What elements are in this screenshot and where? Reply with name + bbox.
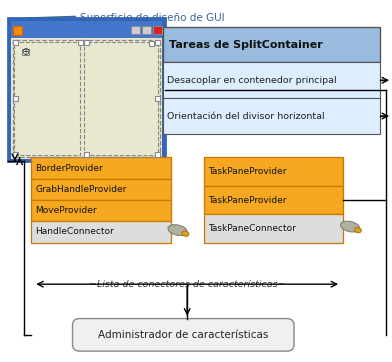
Text: HandleConnector: HandleConnector (35, 227, 114, 236)
Text: TaskPaneConnector: TaskPaneConnector (208, 224, 296, 233)
FancyBboxPatch shape (73, 319, 294, 351)
Text: Tareas de SplitContainer: Tareas de SplitContainer (169, 40, 322, 50)
Text: Superficie de diseño de GUI: Superficie de diseño de GUI (80, 13, 225, 24)
Bar (78, 40, 83, 45)
Bar (22, 49, 29, 55)
Bar (155, 96, 160, 101)
Bar (31, 179, 171, 200)
Text: GrabHandleProvider: GrabHandleProvider (35, 185, 127, 194)
Bar (84, 42, 158, 155)
Bar (13, 40, 160, 157)
Bar (155, 152, 160, 157)
Text: ⊕: ⊕ (22, 47, 29, 57)
Text: TaskPaneProvider: TaskPaneProvider (208, 167, 286, 176)
Bar (13, 40, 18, 45)
Bar (204, 214, 343, 243)
Bar (13, 96, 18, 101)
Ellipse shape (168, 225, 187, 236)
Bar (149, 41, 154, 46)
Bar (8, 18, 165, 161)
Bar (131, 26, 140, 34)
Bar (14, 42, 80, 155)
Bar (11, 38, 162, 159)
Bar (155, 40, 160, 45)
Bar (31, 221, 171, 243)
Bar (153, 26, 162, 34)
Bar (31, 200, 171, 221)
Bar (163, 62, 380, 98)
Bar (11, 21, 162, 38)
Ellipse shape (341, 221, 359, 232)
Bar (83, 152, 89, 157)
Bar (13, 26, 22, 35)
Bar (163, 98, 380, 134)
Text: BorderProvider: BorderProvider (35, 164, 103, 173)
Bar (204, 186, 343, 214)
Bar (142, 26, 151, 34)
Text: Desacoplar en contenedor principal: Desacoplar en contenedor principal (167, 76, 337, 85)
Text: Orientación del divisor horizontal: Orientación del divisor horizontal (167, 111, 325, 121)
Bar (8, 18, 165, 161)
Bar (204, 157, 343, 186)
Ellipse shape (354, 228, 361, 233)
Bar (31, 157, 171, 179)
Text: ~Lista de conectores de características~: ~Lista de conectores de características~ (89, 280, 285, 289)
Text: MoveProvider: MoveProvider (35, 206, 97, 215)
Bar (163, 27, 380, 62)
Text: Administrador de características: Administrador de características (98, 330, 269, 340)
Bar (83, 40, 89, 45)
Text: TaskPaneProvider: TaskPaneProvider (208, 195, 286, 205)
Ellipse shape (182, 231, 189, 236)
Bar (13, 152, 18, 157)
